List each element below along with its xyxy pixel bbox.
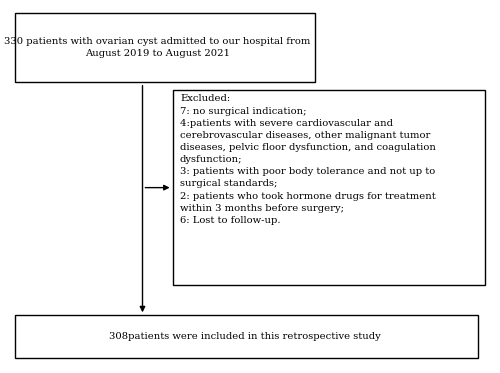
Text: 308patients were included in this retrospective study: 308patients were included in this retros…	[109, 332, 381, 341]
Bar	[172, 90, 485, 285]
Text: Excluded:
7: no surgical indication;
4:patients with severe cardiovascular and
c: Excluded: 7: no surgical indication; 4:p…	[180, 94, 436, 225]
Text: 330 patients with ovarian cyst admitted to our hospital from
August 2019 to Augu: 330 patients with ovarian cyst admitted …	[4, 37, 310, 58]
Bar	[15, 315, 477, 358]
Bar	[15, 13, 315, 82]
